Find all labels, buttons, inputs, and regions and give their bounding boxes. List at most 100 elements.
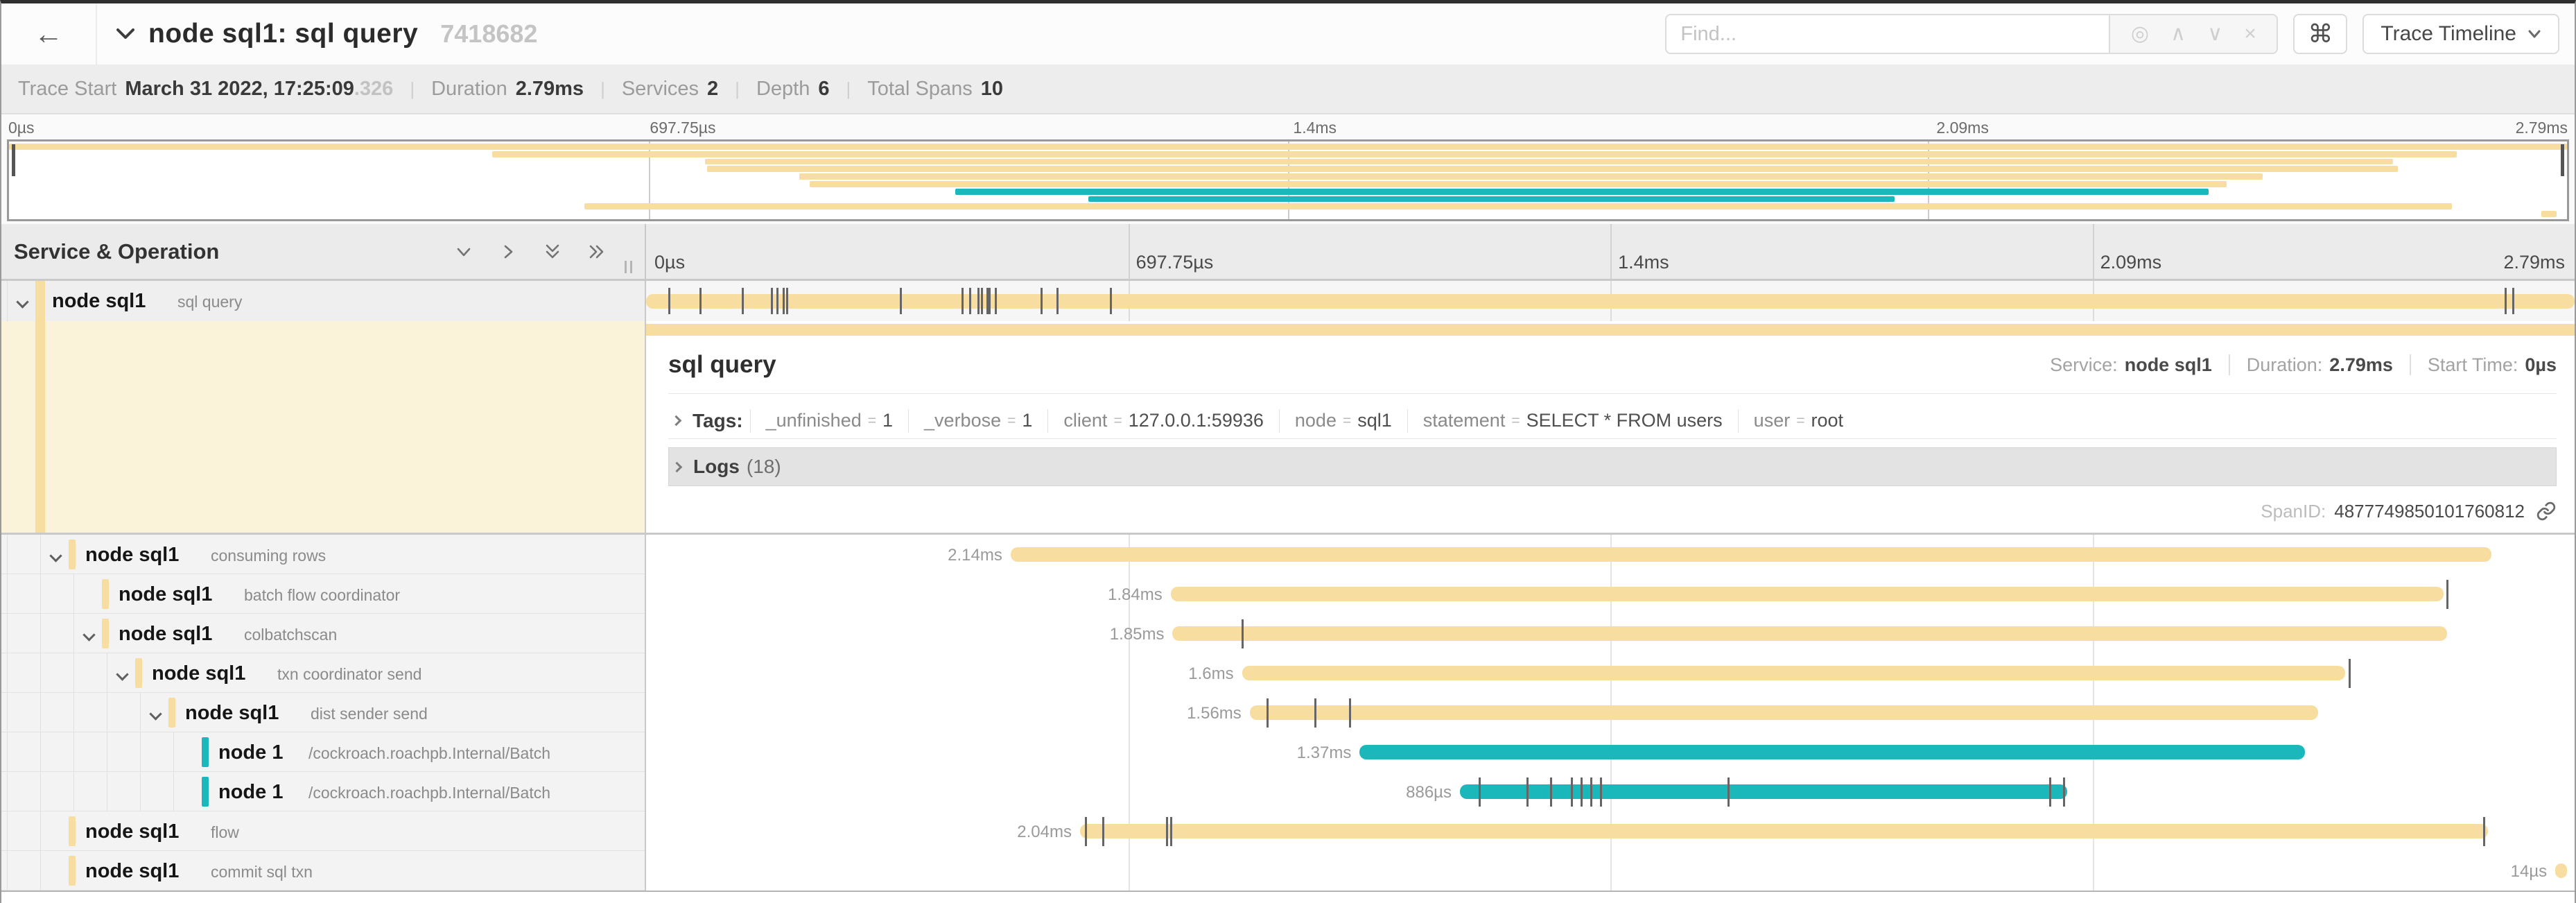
- log-marker-tick[interactable]: [786, 288, 789, 314]
- back-button[interactable]: ←: [1, 3, 97, 64]
- chevron-down-icon[interactable]: [49, 549, 62, 562]
- tree-row[interactable]: node sql1 dist sender send: [1, 693, 645, 732]
- minimap-canvas[interactable]: [7, 139, 2569, 221]
- log-marker-tick[interactable]: [742, 288, 745, 314]
- log-marker-tick[interactable]: [1266, 698, 1269, 728]
- log-marker-tick[interactable]: [1110, 288, 1113, 314]
- span-color-strip: [202, 737, 209, 767]
- tree-row[interactable]: node sql1 commit sql txn: [1, 851, 645, 891]
- tags-accordion[interactable]: Tags: _unfinished = 1 _verbose = 1 client = 127.…: [668, 403, 2557, 439]
- chevron-down-icon[interactable]: [82, 628, 96, 642]
- timeline-row[interactable]: 1.6ms: [646, 653, 2575, 693]
- timeline-row[interactable]: 2.04ms: [646, 811, 2575, 851]
- tree-row[interactable]: node sql1 flow: [1, 811, 645, 851]
- chevron-down-icon[interactable]: [116, 668, 129, 681]
- log-marker-tick[interactable]: [1041, 288, 1043, 314]
- log-marker-tick[interactable]: [1102, 817, 1105, 846]
- log-marker-tick[interactable]: [699, 288, 702, 314]
- timeline-row[interactable]: 1.84ms: [646, 574, 2575, 614]
- expand-all-double-chevron-right-icon[interactable]: [587, 242, 607, 261]
- collapse-trace-chevron-icon[interactable]: [115, 27, 136, 41]
- tree-row-sql-query[interactable]: node sql1 sql query: [1, 281, 645, 321]
- tree-row[interactable]: node sql1 txn coordinator send: [1, 653, 645, 693]
- minimap-right-drag-handle[interactable]: [2561, 144, 2564, 176]
- log-marker-tick[interactable]: [2483, 817, 2486, 846]
- logs-accordion[interactable]: Logs (18): [668, 447, 2557, 486]
- horizontal-scrollbar-track[interactable]: [1, 891, 2575, 892]
- clear-search-icon[interactable]: ×: [2244, 22, 2256, 45]
- expand-one-chevron-right-icon[interactable]: [498, 242, 518, 261]
- chevron-down-icon[interactable]: [16, 295, 29, 309]
- span-duration-bar[interactable]: [2555, 863, 2567, 878]
- log-marker-tick[interactable]: [1241, 619, 1244, 648]
- log-marker-tick[interactable]: [1314, 698, 1317, 728]
- tree-row[interactable]: node sql1 batch flow coordinator: [1, 574, 645, 614]
- span-duration-bar[interactable]: [1242, 666, 2345, 680]
- span-duration-bar[interactable]: [1172, 626, 2448, 641]
- log-marker-tick[interactable]: [2512, 288, 2514, 314]
- log-marker-tick[interactable]: [1166, 817, 1169, 846]
- log-marker-tick[interactable]: [668, 288, 671, 314]
- timeline-row[interactable]: 886µs: [646, 772, 2575, 811]
- span-duration-bar[interactable]: [1359, 745, 2305, 759]
- log-marker-tick[interactable]: [1600, 777, 1603, 807]
- timeline-row-sql-query[interactable]: [646, 281, 2575, 321]
- log-marker-tick[interactable]: [977, 288, 980, 314]
- keyboard-shortcuts-button[interactable]: ⌘: [2293, 14, 2348, 54]
- prev-result-chevron-up-icon[interactable]: ∧: [2170, 22, 2186, 45]
- log-marker-tick[interactable]: [1526, 777, 1529, 807]
- chevron-down-icon[interactable]: [149, 707, 162, 721]
- find-input[interactable]: [1665, 14, 2109, 54]
- span-duration-bar[interactable]: [646, 294, 2575, 309]
- span-duration-bar[interactable]: [1249, 705, 2318, 720]
- column-divider[interactable]: [645, 224, 646, 891]
- log-marker-tick[interactable]: [2348, 659, 2351, 688]
- span-duration-bar[interactable]: [1170, 587, 2444, 601]
- timeline-row[interactable]: 2.14ms: [646, 535, 2575, 574]
- log-marker-tick[interactable]: [2446, 580, 2449, 609]
- next-result-chevron-down-icon[interactable]: ∨: [2207, 22, 2223, 45]
- log-marker-tick[interactable]: [1169, 817, 1172, 846]
- timeline-row[interactable]: 14µs: [646, 851, 2575, 891]
- locate-icon[interactable]: ◎: [2130, 22, 2150, 45]
- log-marker-tick[interactable]: [1056, 288, 1059, 314]
- log-marker-tick[interactable]: [1571, 777, 1574, 807]
- timeline-row[interactable]: 1.56ms: [646, 693, 2575, 732]
- tree-row[interactable]: node sql1 colbatchscan: [1, 614, 645, 653]
- log-marker-tick[interactable]: [2049, 777, 2052, 807]
- collapse-all-double-chevron-down-icon[interactable]: [543, 242, 562, 261]
- log-marker-tick[interactable]: [994, 288, 997, 314]
- collapse-one-chevron-down-icon[interactable]: [454, 242, 473, 261]
- log-marker-tick[interactable]: [2504, 288, 2507, 314]
- log-marker-tick[interactable]: [900, 288, 903, 314]
- log-marker-tick[interactable]: [1349, 698, 1352, 728]
- deep-link-icon[interactable]: [2536, 501, 2557, 522]
- log-marker-tick[interactable]: [1590, 777, 1593, 807]
- minimap-left-drag-handle[interactable]: [12, 144, 15, 176]
- log-marker-tick[interactable]: [961, 288, 964, 314]
- log-marker-tick[interactable]: [981, 288, 984, 314]
- tree-row[interactable]: node 1/cockroach.roachpb.Internal/Batch: [1, 732, 645, 772]
- span-duration-bar[interactable]: [1460, 784, 2068, 799]
- minimap-gridline: [1288, 141, 1289, 219]
- log-marker-tick[interactable]: [1727, 777, 1730, 807]
- log-marker-tick[interactable]: [776, 288, 779, 314]
- tree-row[interactable]: node sql1 consuming rows: [1, 535, 645, 574]
- span-duration-bar[interactable]: [1079, 824, 2488, 839]
- tree-row[interactable]: node 1/cockroach.roachpb.Internal/Batch: [1, 772, 645, 811]
- log-marker-tick[interactable]: [1581, 777, 1583, 807]
- log-marker-tick[interactable]: [986, 288, 989, 314]
- timeline-row[interactable]: 1.37ms: [646, 732, 2575, 772]
- log-marker-tick[interactable]: [1549, 777, 1552, 807]
- log-marker-tick[interactable]: [770, 288, 773, 314]
- log-marker-tick[interactable]: [782, 288, 785, 314]
- span-duration-bar[interactable]: [1010, 547, 2492, 562]
- log-marker-tick[interactable]: [2062, 777, 2065, 807]
- column-resizer-grip[interactable]: [625, 261, 632, 273]
- log-marker-tick[interactable]: [969, 288, 972, 314]
- timeline-row[interactable]: 1.85ms: [646, 614, 2575, 653]
- trace-view-select[interactable]: Trace Timeline: [2362, 14, 2559, 54]
- log-marker-tick[interactable]: [1478, 777, 1481, 807]
- log-marker-tick[interactable]: [1085, 817, 1088, 846]
- log-marker-tick[interactable]: [989, 288, 991, 314]
